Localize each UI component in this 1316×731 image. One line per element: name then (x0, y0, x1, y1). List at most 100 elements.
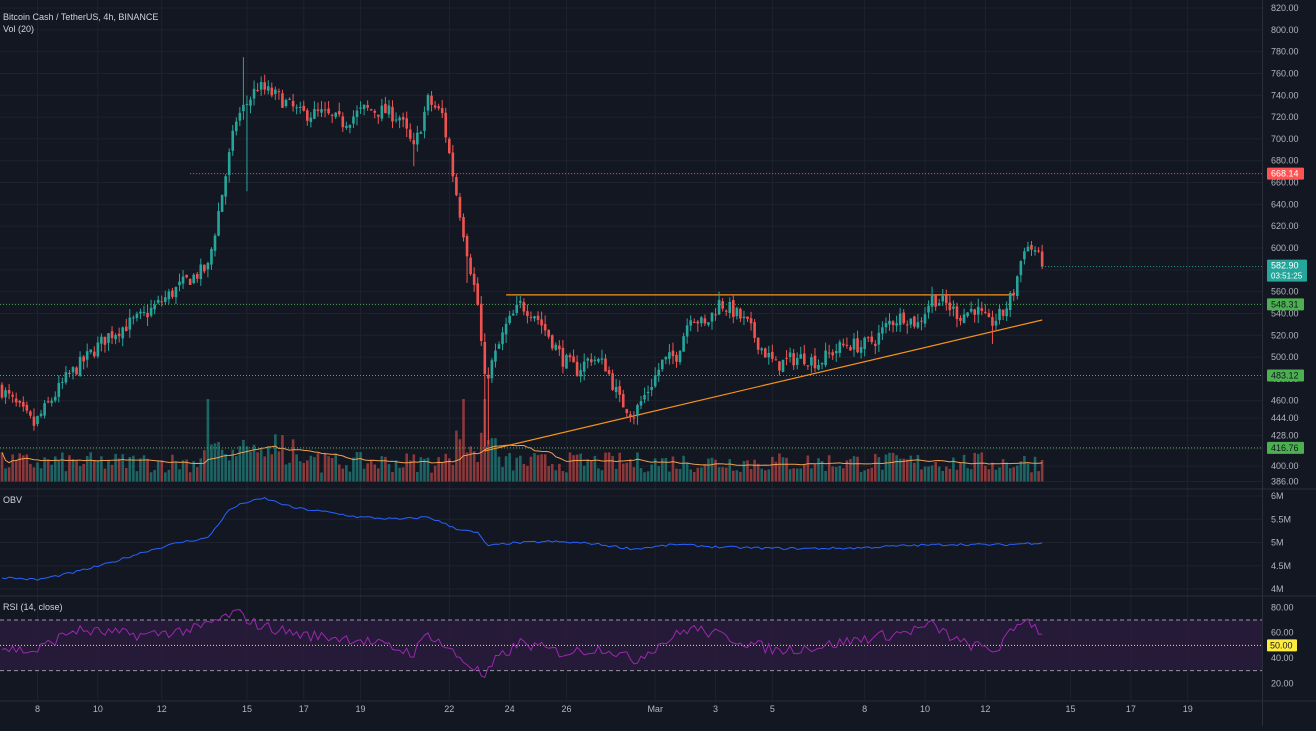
candle-body (788, 352, 792, 357)
volume-bar (153, 469, 156, 482)
volume-bar (859, 471, 863, 482)
candle-body (235, 121, 238, 132)
candle-body (689, 320, 692, 326)
price-axis-tick: 820.00 (1271, 3, 1299, 13)
candle-body (611, 373, 614, 390)
candle-body (742, 316, 746, 319)
candle-body (540, 319, 543, 326)
volume-bar (43, 457, 46, 482)
volume-bar (508, 453, 511, 482)
candle-body (440, 108, 444, 114)
candle-body (11, 394, 14, 397)
volume-legend[interactable]: Vol (20) (3, 24, 35, 34)
volume-bar (259, 448, 263, 482)
candle-body (717, 299, 721, 315)
candle-body (884, 323, 888, 328)
candle-body (834, 350, 838, 354)
time-axis-tick: 26 (561, 704, 571, 714)
candle-body (384, 103, 387, 114)
candle-body (863, 337, 866, 349)
volume-bar (107, 460, 110, 482)
volume-bar (96, 460, 100, 482)
symbol-legend[interactable]: Bitcoin Cash / TetherUS, 4h, BINANCE (3, 12, 159, 22)
candle-body (366, 105, 369, 108)
time-axis-tick: 22 (444, 704, 454, 714)
candle-body (632, 417, 636, 419)
obv-legend[interactable]: OBV (3, 495, 23, 505)
volume-bar (877, 457, 881, 482)
candle-body (533, 316, 536, 319)
price-axis-tick: 444.00 (1271, 413, 1299, 423)
volume-bar (874, 453, 877, 482)
volume-bar (408, 460, 412, 482)
volume-bar (210, 444, 213, 482)
price-axis-tick: 500.00 (1271, 352, 1299, 362)
candle-body (408, 129, 412, 139)
candle-body (976, 306, 980, 315)
volume-bar (288, 462, 291, 482)
candle-body (455, 177, 458, 196)
price-axis-tick: 540.00 (1271, 308, 1299, 318)
candle-body (685, 325, 689, 337)
time-axis-tick: 19 (1183, 704, 1193, 714)
candles (0, 57, 1044, 447)
obv-axis-tick: 4M (1271, 584, 1284, 594)
volume-bar (146, 458, 149, 482)
rsi-legend[interactable]: RSI (14, close) (3, 602, 63, 612)
volume-bar (121, 454, 124, 482)
volume-bar (696, 467, 700, 482)
time-axis-tick: 12 (157, 704, 167, 714)
candle-body (661, 359, 664, 370)
candle-body (1012, 292, 1016, 296)
candle-body (316, 109, 320, 111)
candle-body (369, 109, 373, 111)
candle-body (323, 109, 327, 111)
volume-bar (966, 468, 969, 482)
candle-body (536, 315, 540, 320)
candle-body (749, 318, 753, 324)
volume-bar (895, 455, 898, 482)
candle-body (195, 273, 199, 279)
candle-body (423, 111, 426, 131)
volume-bar (579, 453, 582, 482)
candle-body (746, 316, 749, 319)
candle-body (217, 211, 220, 236)
candle-body (827, 352, 831, 354)
volume-bar (682, 455, 685, 482)
volume-bar (692, 472, 696, 482)
candle-body (497, 344, 501, 349)
candle-body (526, 311, 529, 317)
volume-bar (554, 470, 558, 482)
volume-bar (742, 460, 746, 482)
volume-bar (927, 466, 930, 482)
candle-body (32, 416, 36, 426)
level-price-tag (1267, 298, 1304, 311)
candle-body (874, 343, 877, 346)
time-axis-tick: 17 (1126, 704, 1136, 714)
volume-bar (501, 466, 504, 482)
volume-bar (238, 446, 242, 482)
candle-body (646, 391, 650, 393)
candle-body (142, 312, 146, 314)
volume-bar (1030, 472, 1033, 482)
volume-bar (749, 468, 753, 482)
candle-body (412, 140, 416, 145)
volume-bar (256, 452, 259, 482)
volume-bar (277, 451, 281, 482)
candle-body (401, 116, 405, 120)
candle-body (288, 98, 291, 100)
level-price-tag (1267, 441, 1304, 454)
volume-bar (888, 452, 891, 482)
volume-bar (550, 464, 554, 482)
price-axis-tick: 760.00 (1271, 68, 1299, 78)
candle-body (192, 274, 195, 284)
volume-bar (401, 467, 405, 482)
volume-bar (664, 457, 668, 482)
candle-body (387, 105, 391, 115)
volume-bar (795, 468, 799, 482)
candle-body (472, 273, 476, 285)
volume-bar (870, 467, 874, 482)
candle-body (167, 291, 171, 300)
